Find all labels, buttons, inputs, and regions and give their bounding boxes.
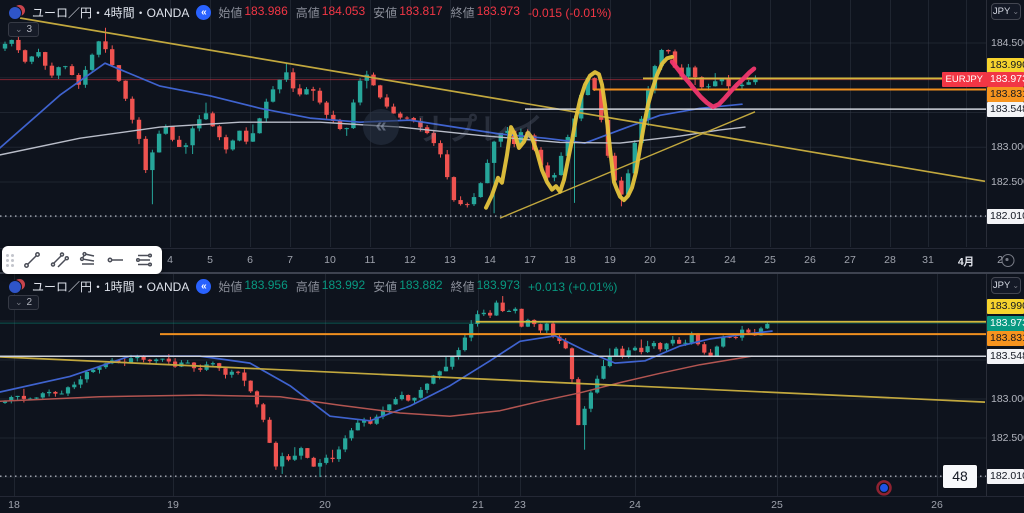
bar-countdown: 48 bbox=[943, 464, 977, 488]
time-tick: 25 bbox=[771, 498, 783, 511]
candlestick-plot-4h[interactable] bbox=[0, 0, 986, 247]
price-label-182.010: 182.010 bbox=[987, 208, 1024, 224]
symbol-legend-1h: ユーロ／円・1時間・OANDA « 始値 183.956 高値 183.992 安値… bbox=[8, 278, 617, 295]
time-tick: 21 bbox=[472, 498, 484, 511]
axis-price-tick: 183.000 bbox=[991, 393, 1024, 405]
time-tick: 26 bbox=[804, 254, 816, 266]
time-tick: 28 bbox=[884, 254, 896, 266]
symbol-legend-4h: ユーロ／円・4時間・OANDA « 始値 183.986 高値 184.053 安値… bbox=[8, 4, 611, 21]
time-tick: 10 bbox=[324, 254, 336, 266]
candlestick-plot-1h[interactable] bbox=[0, 274, 986, 496]
time-tick: 17 bbox=[524, 254, 536, 266]
replay-badge-icon: « bbox=[196, 5, 212, 20]
indicator-collapse-badge[interactable]: ⌄ 2 bbox=[8, 295, 40, 310]
time-tick: 6 bbox=[247, 254, 253, 266]
time-tick: 19 bbox=[604, 254, 616, 266]
symbol-tag: EURJPY bbox=[941, 72, 987, 88]
indicator-count: 2 bbox=[26, 297, 33, 308]
time-tick: 23 bbox=[514, 498, 526, 511]
time-tick: 12 bbox=[404, 254, 416, 266]
axis-price-tick: 183.000 bbox=[991, 141, 1024, 154]
price-label-183.831: 183.831 bbox=[987, 86, 1024, 102]
currency-button-4h[interactable]: JPY ⌄ bbox=[991, 3, 1021, 20]
time-tick: 24 bbox=[629, 498, 641, 511]
price-label-183.548: 183.548 bbox=[987, 101, 1024, 117]
time-tick: 4月 bbox=[957, 256, 975, 268]
chevron-down-icon: ⌄ bbox=[1012, 281, 1020, 290]
time-axis-1h[interactable]: 18 19 20 21 23 24 25 26 bbox=[0, 496, 1024, 513]
currency-button-1h[interactable]: JPY ⌄ bbox=[991, 277, 1021, 294]
currency-pair-icon bbox=[8, 279, 25, 294]
time-tick: 4 bbox=[167, 254, 173, 266]
ohlc-readout: 始値 183.956 高値 183.992 安値 183.882 終値 183.973 … bbox=[218, 278, 618, 294]
parallel-channel-icon[interactable] bbox=[48, 248, 72, 272]
price-label-183.990: 183.990 bbox=[987, 299, 1024, 315]
price-change: +0.013 (+0.01%) bbox=[527, 279, 618, 294]
parallel-lines-icon[interactable] bbox=[132, 248, 156, 272]
chevron-down-icon: ⌄ bbox=[15, 24, 23, 34]
drag-handle-icon[interactable] bbox=[6, 253, 14, 267]
symbol-title: ユーロ／円・4時間・OANDA bbox=[32, 6, 190, 20]
indicator-count: 3 bbox=[26, 24, 33, 35]
indicator-collapse-badge[interactable]: ⌄ 3 bbox=[8, 22, 40, 37]
price-label-183.831: 183.831 bbox=[987, 330, 1024, 346]
time-tick: 24 bbox=[724, 254, 736, 266]
chevron-down-icon: ⌄ bbox=[1012, 7, 1020, 16]
symbol-title: ユーロ／円・1時間・OANDA bbox=[32, 280, 190, 294]
time-tick: 14 bbox=[484, 254, 496, 266]
time-tick: 27 bbox=[844, 254, 856, 266]
ohlc-readout: 始値 183.986 高値 184.053 安値 183.817 終値 183.973 … bbox=[218, 4, 612, 20]
time-tick: 20 bbox=[319, 498, 331, 511]
time-tick: 7 bbox=[287, 254, 293, 266]
time-tick: 25 bbox=[764, 254, 776, 266]
time-tick: 18 bbox=[564, 254, 576, 266]
price-label-183.990: 183.990 bbox=[987, 57, 1024, 73]
chart-canvas-4h[interactable]: « リプレイ ユーロ／円・4時間・OANDA « 始値 183.986 高値 184… bbox=[0, 0, 986, 247]
price-label-182.010: 182.010 bbox=[987, 468, 1024, 484]
time-tick: 19 bbox=[167, 498, 179, 511]
path-icon[interactable] bbox=[76, 248, 100, 272]
price-scale-4h[interactable]: 184.500 183.000 182.500 183.990183.973EURJP… bbox=[941, 0, 1024, 247]
replay-badge-icon: « bbox=[196, 279, 212, 294]
time-tick: 13 bbox=[444, 254, 456, 266]
price-scale-1h[interactable]: 183.000 182.500 183.990183.973183.831 183.5… bbox=[986, 274, 1024, 496]
time-tick: 2 bbox=[997, 254, 1003, 266]
axis-price-tick: 182.500 bbox=[991, 175, 1024, 188]
drawing-favorites-toolbar bbox=[2, 246, 162, 274]
price-change: -0.015 (-0.01%) bbox=[527, 5, 612, 20]
time-tick: 5 bbox=[207, 254, 213, 266]
chevron-down-icon: ⌄ bbox=[15, 297, 23, 307]
axis-price-tick: 184.500 bbox=[991, 37, 1024, 49]
horizontal-ray-icon[interactable] bbox=[104, 248, 128, 272]
time-tick: 18 bbox=[8, 498, 20, 511]
price-label-183.548: 183.548 bbox=[987, 348, 1024, 364]
price-label-183.973: 183.973 bbox=[987, 315, 1024, 331]
time-tick: 11 bbox=[364, 254, 376, 266]
trend-line-icon[interactable] bbox=[20, 248, 44, 272]
time-axis-4h[interactable]: 4 5 6 7 10 11 12 13 14 17 18 19 20 21 24 25 26 27 28 31 4月 2 bbox=[0, 248, 1024, 273]
currency-pair-icon bbox=[8, 5, 25, 20]
time-tick: 31 bbox=[922, 254, 934, 266]
pane-separator[interactable] bbox=[0, 272, 1024, 274]
axis-price-tick: 182.500 bbox=[991, 431, 1024, 444]
time-tick: 20 bbox=[644, 254, 656, 266]
time-tick: 21 bbox=[684, 254, 696, 266]
timezone-clock-icon[interactable] bbox=[1001, 254, 1015, 267]
price-label-183.973: 183.973EURJPY bbox=[941, 72, 1024, 88]
time-tick: 26 bbox=[931, 498, 943, 511]
